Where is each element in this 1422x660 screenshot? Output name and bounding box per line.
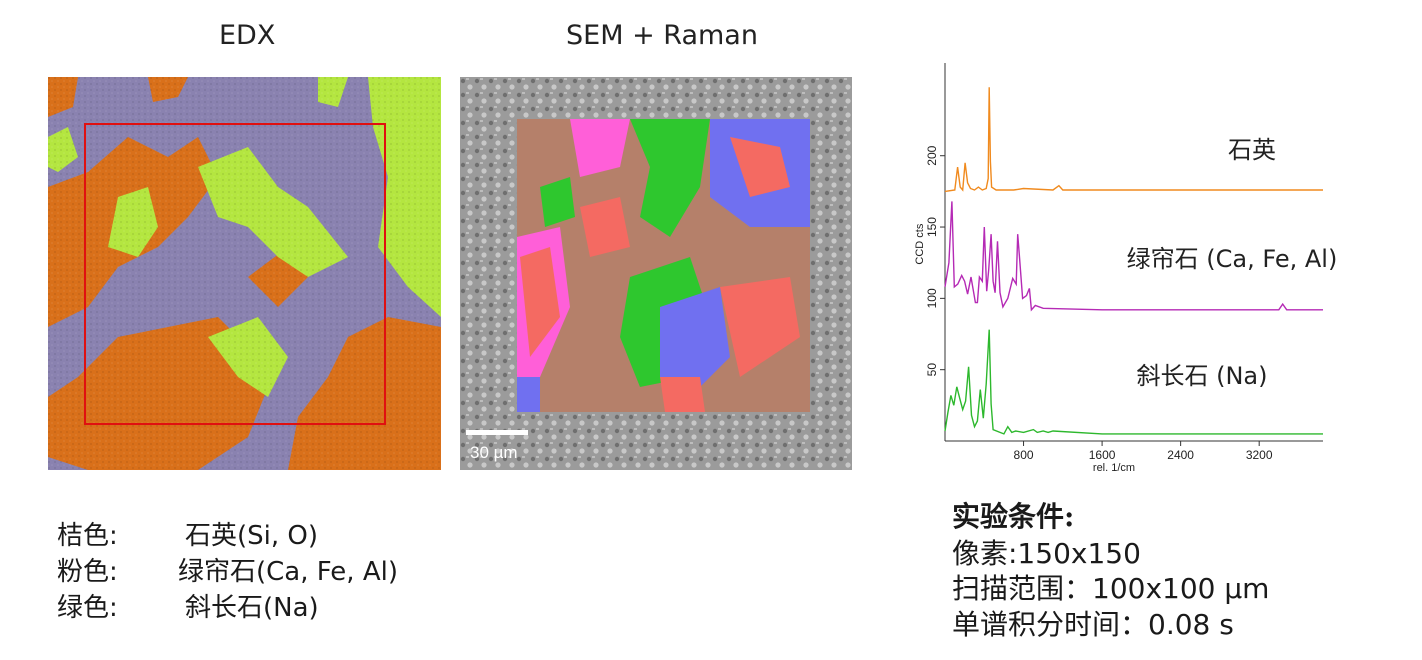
scale-bar xyxy=(466,430,528,435)
y-tick-label: 50 xyxy=(925,363,939,377)
sem-raman-title: SEM + Raman xyxy=(566,20,758,51)
spectrum-annotation: 斜长石 (Na) xyxy=(1136,362,1267,390)
scale-bar-label: 30 µm xyxy=(470,443,518,462)
raman-phase-regions xyxy=(517,119,810,412)
y-tick-label: 100 xyxy=(925,288,939,308)
sem-raman-image: 30 µm xyxy=(460,77,852,470)
raman-spectra-chart: 800 1600 2400 3200 50 100 150 200 rel. 1/cm CCD c… xyxy=(900,55,1340,480)
legend-mineral: 绿帘石(Ca, Fe, Al) xyxy=(178,557,398,587)
spectrum-line xyxy=(944,201,1323,312)
y-tick-label: 150 xyxy=(925,217,939,237)
condition-scan-range: 扫描范围：100x100 µm xyxy=(952,572,1270,605)
conditions-title: 实验条件: xyxy=(952,500,1075,533)
spectrum-line xyxy=(944,87,1323,193)
spectrum-annotation: 绿帘石 (Ca, Fe, Al) xyxy=(1127,245,1338,273)
condition-integration-time: 单谱积分时间：0.08 s xyxy=(952,608,1234,641)
edx-map-image xyxy=(48,77,441,470)
spectrum-annotation: 石英 xyxy=(1228,136,1276,164)
legend-row-green: 绿色: 斜长石(Na) xyxy=(57,587,477,623)
x-axis-title: rel. 1/cm xyxy=(1093,462,1135,474)
x-tick-label: 2400 xyxy=(1167,448,1194,462)
edx-title: EDX xyxy=(219,20,276,51)
roi-rectangle xyxy=(84,123,386,425)
legend-row-orange: 桔色: 石英(Si, O) xyxy=(57,515,477,551)
spectrum-line xyxy=(944,329,1323,435)
legend-color-label: 粉色: xyxy=(57,557,118,587)
x-tick-label: 800 xyxy=(1014,448,1034,462)
y-axis-title: CCD cts xyxy=(914,223,926,264)
legend-color-label: 绿色: xyxy=(57,593,118,623)
x-tick-label: 3200 xyxy=(1246,448,1273,462)
legend-color-label: 桔色: xyxy=(57,521,118,551)
legend-mineral: 斜长石(Na) xyxy=(185,593,319,623)
condition-pixels: 像素:150x150 xyxy=(952,537,1141,570)
legend-mineral: 石英(Si, O) xyxy=(185,521,319,551)
legend-row-pink: 粉色: 绿帘石(Ca, Fe, Al) xyxy=(57,551,477,587)
x-tick-label: 1600 xyxy=(1089,448,1116,462)
y-tick-label: 200 xyxy=(925,145,939,165)
